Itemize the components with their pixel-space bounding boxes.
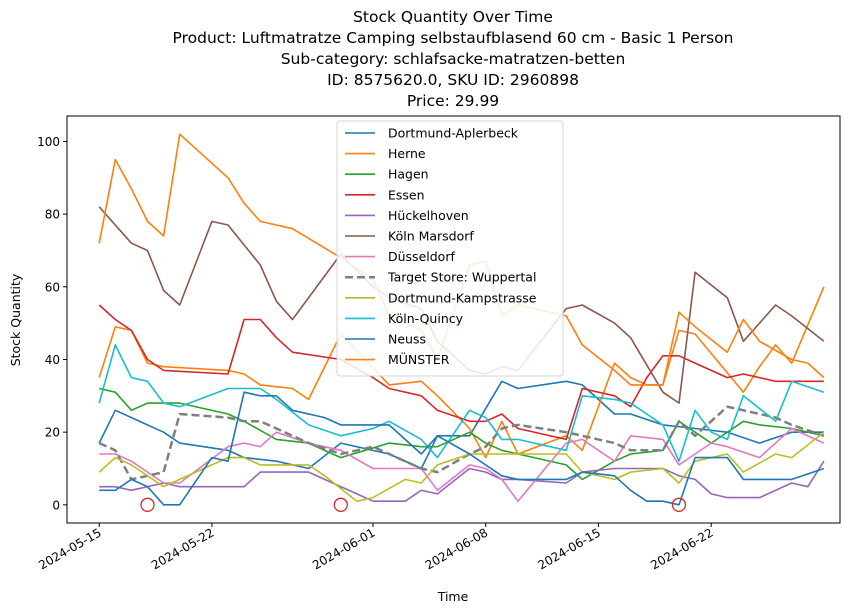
x-axis: 2024-05-15 2024-05-22 2024-06-01 2024-06-08…	[36, 523, 716, 572]
zero-stock-marker-0	[140, 497, 155, 512]
y-tick-label-0: 0	[52, 498, 60, 512]
x-axis-label: Time	[437, 589, 469, 604]
series-line-6	[99, 427, 825, 502]
zero-stock-marker-1	[333, 497, 348, 512]
x-tick-label-0: 2024-05-15	[36, 525, 103, 572]
legend-label-8: Dortmund-Kampstrasse	[388, 290, 537, 305]
legend-label-3: Essen	[388, 187, 425, 202]
series-line-1	[98, 286, 825, 459]
legend: Dortmund-Aplerbeck Herne Hagen Essen Hückelh…	[336, 120, 564, 377]
legend-label-7: Target Store: Wuppertal	[387, 270, 536, 285]
series-line-4	[99, 460, 825, 502]
series-line-7	[98, 405, 825, 481]
x-tick-label-3: 2024-06-08	[423, 525, 490, 572]
series-line-3	[98, 304, 824, 441]
y-axis-label: Stock Quantity	[8, 273, 23, 366]
series-line-2	[99, 387, 825, 481]
legend-box	[336, 120, 564, 377]
legend-label-1: Herne	[388, 146, 426, 161]
y-tick-label-4: 80	[45, 208, 60, 222]
x-tick-label-5: 2024-06-22	[648, 525, 715, 572]
y-tick-label-1: 20	[45, 426, 60, 440]
series-line-9	[98, 344, 825, 462]
zero-markers	[140, 497, 687, 512]
zero-stock-marker-2	[671, 497, 687, 512]
chart-title-line-3: Sub-category: schlafsacke-matratzen-bett…	[280, 50, 626, 68]
y-tick-label-5: 100	[37, 135, 60, 149]
series-line-0	[98, 380, 824, 470]
chart-title-line-4: ID: 8575620.0, SKU ID: 2960898	[327, 71, 579, 89]
series-line-10	[99, 391, 825, 506]
plot-frame	[66, 115, 841, 524]
series-line-8	[98, 431, 825, 502]
x-tick-label-2: 2024-06-01	[310, 525, 377, 572]
y-tick-label-2: 40	[45, 353, 60, 367]
chart-title-line-2: Product: Luftmatratze Camping selbstaufb…	[172, 29, 734, 47]
legend-label-0: Dortmund-Aplerbeck	[388, 126, 519, 141]
legend-label-2: Hagen	[388, 167, 429, 182]
y-tick-label-3: 60	[45, 280, 60, 294]
legend-label-10: Neuss	[388, 332, 426, 347]
legend-label-11: MÜNSTER	[388, 351, 450, 367]
chart-title-line-5: Price: 29.99	[406, 92, 500, 110]
legend-label-5: Köln Marsdorf	[388, 229, 474, 244]
x-tick-label-4: 2024-06-15	[536, 525, 603, 572]
y-axis: 0 20 40 60 80 100	[37, 135, 67, 512]
legend-label-9: Köln-Quincy	[388, 311, 464, 326]
x-tick-label-1: 2024-05-22	[149, 525, 216, 572]
legend-label-4: Hückelhoven	[388, 208, 469, 223]
chart-title-line-1: Stock Quantity Over Time	[353, 8, 553, 26]
legend-label-6: Düsseldorf	[388, 249, 455, 264]
